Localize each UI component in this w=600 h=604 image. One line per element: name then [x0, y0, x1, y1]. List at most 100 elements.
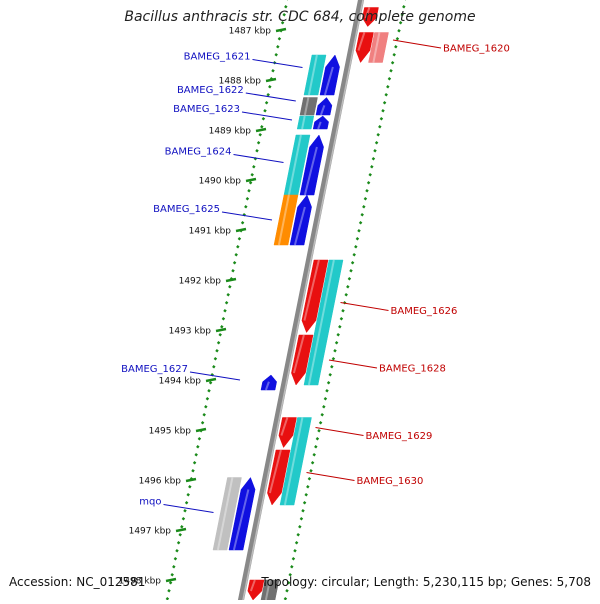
gene-feature[interactable]	[247, 579, 265, 601]
tick-dot	[362, 205, 366, 209]
gene-feature[interactable]	[315, 97, 333, 116]
gene-feature[interactable]	[301, 259, 329, 334]
gene-label[interactable]: BAMEG_1621	[184, 52, 251, 63]
gene-feature-shine	[319, 105, 326, 116]
kbp-major-tick	[265, 77, 277, 83]
gene-leader-line	[233, 154, 284, 163]
kbp-label: 1489 kbp	[209, 127, 252, 137]
tick-dot	[232, 261, 237, 265]
tick-dot	[293, 549, 297, 553]
gene-label[interactable]: BAMEG_1623	[173, 104, 240, 115]
tick-dot	[302, 501, 307, 505]
gene-feature[interactable]	[312, 115, 329, 130]
tick-dot	[176, 541, 181, 545]
tick-dot	[371, 157, 376, 161]
gene-feature[interactable]	[289, 194, 312, 246]
gene-feature[interactable]	[291, 334, 314, 386]
tick-dot	[400, 13, 404, 17]
gene-label[interactable]: BAMEG_1628	[379, 364, 446, 375]
gene-feature[interactable]	[355, 32, 374, 64]
tick-dot	[347, 277, 352, 281]
gene-feature[interactable]	[319, 54, 340, 96]
gene-feature-shine	[280, 417, 289, 436]
gene-feature[interactable]	[368, 32, 389, 63]
gene-feature[interactable]	[260, 374, 277, 391]
accession-label: Accession: NC_012581	[9, 575, 146, 589]
gene-feature[interactable]	[212, 477, 242, 551]
tick-dot	[197, 437, 202, 441]
genome-backbone-highlight	[241, 0, 364, 604]
tick-dot	[344, 293, 348, 297]
gene-feature[interactable]	[303, 259, 344, 386]
tick-dot	[252, 165, 256, 169]
kbp-label: 1488 kbp	[219, 77, 262, 87]
gene-feature[interactable]	[362, 7, 379, 27]
tick-dot	[183, 509, 187, 513]
gene-feature[interactable]	[273, 194, 299, 246]
tick-dot	[336, 333, 340, 337]
gene-label[interactable]: BAMEG_1627	[121, 364, 188, 375]
gene-feature[interactable]	[279, 417, 312, 506]
gene-feature[interactable]	[303, 54, 327, 96]
tick-dot	[168, 581, 173, 585]
gene-label[interactable]: BAMEG_1624	[165, 147, 232, 158]
tick-dot	[298, 525, 302, 529]
tick-dot	[290, 565, 294, 569]
tick-dot	[294, 541, 299, 545]
tick-dot	[181, 517, 186, 521]
gene-leader-line	[306, 472, 355, 481]
gene-feature-shine	[249, 579, 256, 592]
gene-label[interactable]: BAMEG_1629	[366, 431, 433, 442]
tick-dot	[370, 165, 374, 169]
tick-dot	[331, 357, 336, 361]
gene-feature[interactable]	[299, 97, 318, 116]
gene-label[interactable]: BAMEG_1626	[391, 306, 458, 317]
gene-label[interactable]: BAMEG_1622	[177, 85, 244, 96]
tick-dot	[228, 285, 232, 289]
tick-dot	[221, 317, 226, 321]
gene-leader-line	[392, 39, 442, 49]
tick-dot	[247, 189, 251, 193]
gene-feature[interactable]	[296, 115, 315, 130]
tick-dot	[244, 205, 248, 209]
tick-dot	[306, 485, 310, 489]
tick-dot	[256, 141, 261, 145]
tick-dot	[283, 597, 288, 601]
kbp-major-tick	[255, 127, 267, 133]
tick-dot	[218, 333, 222, 337]
kbp-major-tick	[175, 527, 187, 533]
tick-dot	[318, 421, 323, 425]
gene-feature-shine	[264, 381, 270, 391]
kbp-label: 1487 kbp	[229, 27, 272, 37]
gene-leader-line	[252, 59, 303, 68]
tick-dot	[191, 469, 195, 473]
gene-feature[interactable]	[228, 476, 256, 551]
tick-dot	[178, 533, 182, 537]
gene-feature-shine	[364, 7, 371, 19]
gene-feature[interactable]	[299, 134, 324, 196]
gene-leader-line	[340, 302, 389, 311]
kbp-label: 1495 kbp	[149, 427, 192, 437]
tick-dot	[339, 317, 344, 321]
tick-dot	[282, 13, 286, 17]
tick-dot	[234, 253, 238, 257]
tick-dot	[379, 117, 384, 121]
gene-label[interactable]: mqo	[139, 497, 161, 508]
gene-leader-line	[163, 504, 214, 513]
map-title: Bacillus anthracis str. CDC 684, complet…	[124, 9, 476, 25]
kbp-label: 1497 kbp	[129, 527, 172, 537]
gene-label[interactable]: BAMEG_1630	[357, 476, 424, 487]
tick-dot	[326, 381, 331, 385]
tick-dot	[390, 61, 395, 65]
tick-dot	[320, 413, 324, 417]
gene-label[interactable]: BAMEG_1625	[153, 204, 220, 215]
tick-dot	[224, 301, 229, 305]
tick-dot	[170, 573, 174, 577]
kbp-label: 1492 kbp	[179, 277, 222, 287]
kbp-major-tick	[225, 277, 237, 283]
gene-feature[interactable]	[278, 417, 297, 449]
tick-dot	[250, 173, 254, 177]
gene-feature[interactable]	[267, 449, 291, 506]
gene-label[interactable]: BAMEG_1620	[443, 44, 510, 55]
